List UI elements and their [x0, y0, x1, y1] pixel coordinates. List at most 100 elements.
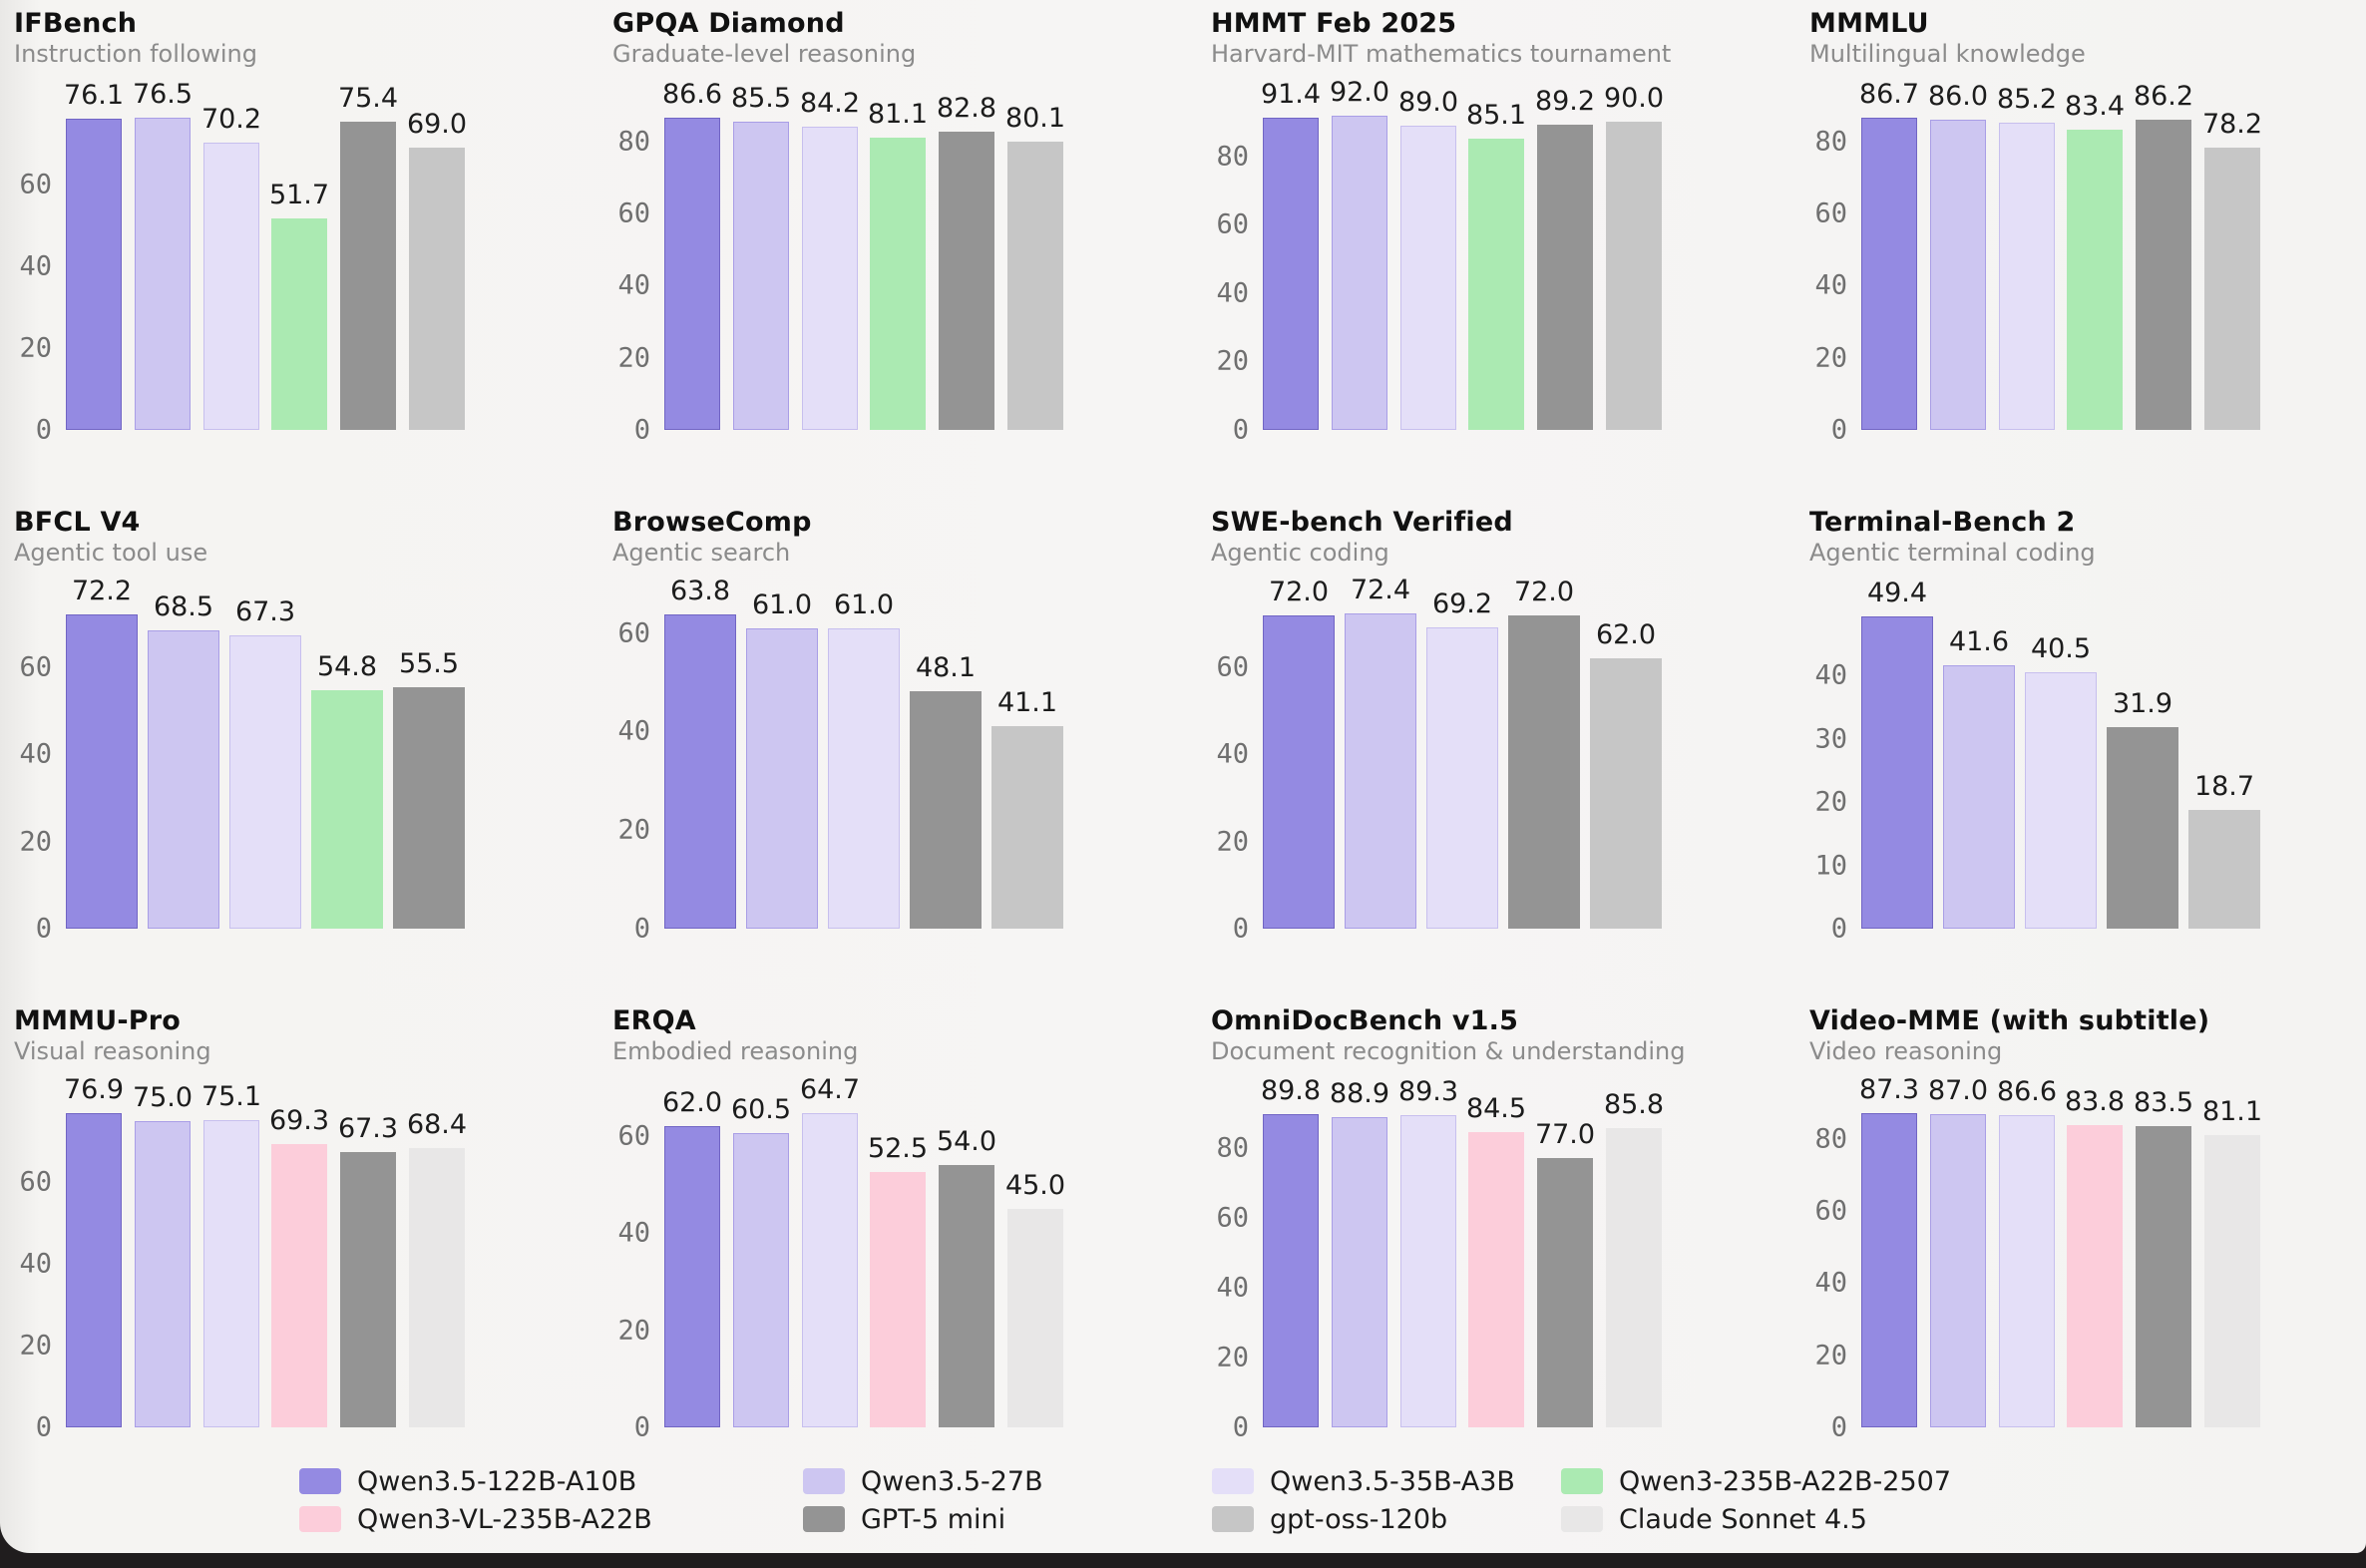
bar-gpt5_mini: [1508, 615, 1580, 929]
chart-terminal-bench-2: Terminal-Bench 2 Agentic terminal coding 0…: [1809, 507, 2366, 1005]
y-tick-label: 20: [19, 826, 52, 858]
bar-value-label: 51.7: [268, 180, 330, 210]
y-axis: 0 20 40 60: [14, 1092, 60, 1441]
bar-value-label: 72.2: [71, 576, 133, 606]
bar-gpt5_mini: [939, 132, 994, 430]
bar-qwen35_35b: [203, 143, 259, 430]
y-tick-label: 20: [1216, 826, 1249, 858]
bars-area: 87.3 87.0 86.6 83.8 83.5 81.1: [1859, 1076, 2263, 1427]
chart-title: MMMLU: [1809, 8, 1929, 39]
bar-value-label: 55.5: [398, 648, 460, 679]
y-tick-label: 40: [1814, 1267, 1847, 1299]
legend-swatch: [299, 1506, 341, 1532]
bar-value-label: 61.0: [833, 589, 895, 620]
y-tick-label: 60: [617, 197, 650, 229]
chart-title: GPQA Diamond: [612, 8, 845, 39]
y-axis: 0 20 40 60 80: [1809, 1092, 1855, 1440]
y-axis: 0 20 40 60 80: [1809, 95, 1855, 443]
y-tick-label: 0: [1830, 913, 1847, 945]
bar-gpt_oss: [1007, 142, 1063, 430]
plot-area: 0 20 40 60 80 89.8 88.9 89.3 84.5 77.0 85.8: [1211, 1077, 1770, 1441]
bar-value-label: 78.2: [2201, 109, 2263, 140]
bar-qwen35_27b: [1345, 613, 1416, 929]
bar-qwen35_122b: [1861, 1113, 1917, 1427]
y-tick-label: 0: [35, 1411, 52, 1443]
bar-value-label: 68.5: [153, 591, 214, 622]
plot-area: 0 20 40 60 80 87.3 87.0 86.6 83.8 83.5 81.1: [1809, 1076, 2366, 1441]
bar-value-label: 41.1: [996, 687, 1058, 718]
chart-title: BrowseComp: [612, 507, 812, 538]
bars-area: 91.4 92.0 89.0 85.1 89.2 90.0: [1261, 79, 1664, 430]
y-tick-label: 40: [19, 738, 52, 770]
bars-area: 76.9 75.0 75.1 69.3 67.3 68.4: [64, 1076, 467, 1427]
bar-qwen35_27b: [1930, 1114, 1986, 1427]
bar-value-label: 83.8: [2064, 1086, 2126, 1117]
bar-value-label: 75.1: [200, 1081, 262, 1112]
bar-value-label: 89.2: [1534, 86, 1596, 117]
bar-qwen35_122b: [66, 614, 138, 929]
bar-qwen35_27b: [1332, 1117, 1387, 1427]
bar-qwen3_vl: [271, 1144, 327, 1427]
legend-swatch: [803, 1468, 845, 1494]
plot-area: 0 20 40 60 63.8 61.0 61.0 48.1 41.1: [612, 578, 1171, 943]
bar-qwen35_35b: [1400, 1115, 1456, 1427]
chart-mmmu-pro: MMMU-Pro Visual reasoning 0 20 40 60 76.9 75.0 7…: [14, 1005, 573, 1454]
bar-value-label: 85.5: [730, 83, 792, 114]
y-axis: 0 10 20 30 40: [1809, 593, 1855, 943]
chart-omnidocbench-v1-5: OmniDocBench v1.5 Document recognition & …: [1211, 1005, 1770, 1454]
bar-value-label: 62.0: [661, 1087, 723, 1118]
y-tick-label: 60: [1216, 208, 1249, 240]
plot-area: 0 20 40 60 76.1 76.5 70.2 51.7 75.4 69.0: [14, 81, 573, 444]
legend-swatch: [1561, 1506, 1603, 1532]
bar-gpt_oss: [1590, 658, 1662, 929]
bar-value-label: 88.9: [1329, 1078, 1390, 1109]
chart-subtitle: Instruction following: [14, 40, 257, 68]
bar-qwen35_35b: [828, 628, 900, 929]
bar-qwen35_122b: [66, 1113, 122, 1427]
legend-label: Qwen3-VL-235B-A22B: [357, 1503, 652, 1535]
plot-area: 0 20 40 60 62.0 60.5 64.7 52.5 54.0 45.0: [612, 1076, 1171, 1441]
y-tick-label: 40: [617, 1217, 650, 1249]
bars-area: 49.4 41.6 40.5 31.9 18.7: [1861, 580, 2260, 929]
bar-gpt5_mini: [910, 691, 982, 929]
y-tick-label: 20: [617, 814, 650, 846]
bar-qwen35_35b: [802, 127, 858, 430]
chart-title: HMMT Feb 2025: [1211, 8, 1457, 39]
legend-row: Qwen3.5-122B-A10B Qwen3.5-27B Qwen3.5-35B-…: [299, 1462, 1951, 1500]
chart-gpqa-diamond: GPQA Diamond Graduate-level reasoning 0 20 4…: [612, 8, 1171, 507]
bars-area: 72.0 72.4 69.2 72.0 62.0: [1263, 577, 1662, 929]
bar-value-label: 64.7: [799, 1074, 861, 1105]
y-tick-label: 60: [19, 169, 52, 200]
legend: Qwen3.5-122B-A10B Qwen3.5-27B Qwen3.5-35B-…: [299, 1462, 1951, 1538]
bar-value-label: 61.0: [751, 589, 813, 620]
bars-area: 62.0 60.5 64.7 52.5 54.0 45.0: [661, 1076, 1065, 1427]
bar-qwen3_235b: [1468, 139, 1524, 430]
bar-gpt_oss: [991, 726, 1063, 929]
bar-value-label: 69.3: [268, 1105, 330, 1136]
bar-value-label: 77.0: [1534, 1119, 1596, 1150]
bar-gpt5_mini: [340, 122, 396, 430]
legend-swatch: [299, 1468, 341, 1494]
bar-qwen3_vl: [2067, 1125, 2123, 1427]
chart-title: SWE-bench Verified: [1211, 507, 1513, 538]
bar-qwen3_235b: [2067, 130, 2123, 430]
y-tick-label: 0: [633, 414, 650, 446]
bars-area: 86.6 85.5 84.2 81.1 82.8 80.1: [662, 81, 1065, 430]
chart-subtitle: Multilingual knowledge: [1809, 40, 2086, 68]
y-tick-label: 80: [1814, 126, 1847, 158]
bar-value-label: 92.0: [1329, 77, 1390, 108]
bar-gpt5_mini: [2107, 727, 2178, 929]
plot-area: 0 10 20 30 40 49.4 41.6 40.5 31.9 18.7: [1809, 580, 2366, 943]
legend-item-qwen35_122b: Qwen3.5-122B-A10B: [299, 1466, 803, 1497]
bar-value-label: 76.5: [132, 79, 194, 110]
chart-hmmt-feb-2025: HMMT Feb 2025 Harvard-MIT mathematics tou…: [1211, 8, 1770, 507]
bar-value-label: 81.1: [2201, 1096, 2263, 1127]
bar-qwen35_122b: [1861, 616, 1933, 929]
legend-label: Qwen3.5-27B: [861, 1465, 1043, 1497]
bar-value-label: 69.2: [1431, 588, 1493, 619]
bar-qwen35_35b: [1999, 123, 2055, 430]
bar-qwen35_122b: [1263, 615, 1335, 929]
legend-label: Qwen3.5-35B-A3B: [1270, 1465, 1515, 1497]
chart-mmmlu: MMMLU Multilingual knowledge 0 20 40 60 80 86.7…: [1809, 8, 2366, 507]
chart-subtitle: Embodied reasoning: [612, 1037, 859, 1065]
